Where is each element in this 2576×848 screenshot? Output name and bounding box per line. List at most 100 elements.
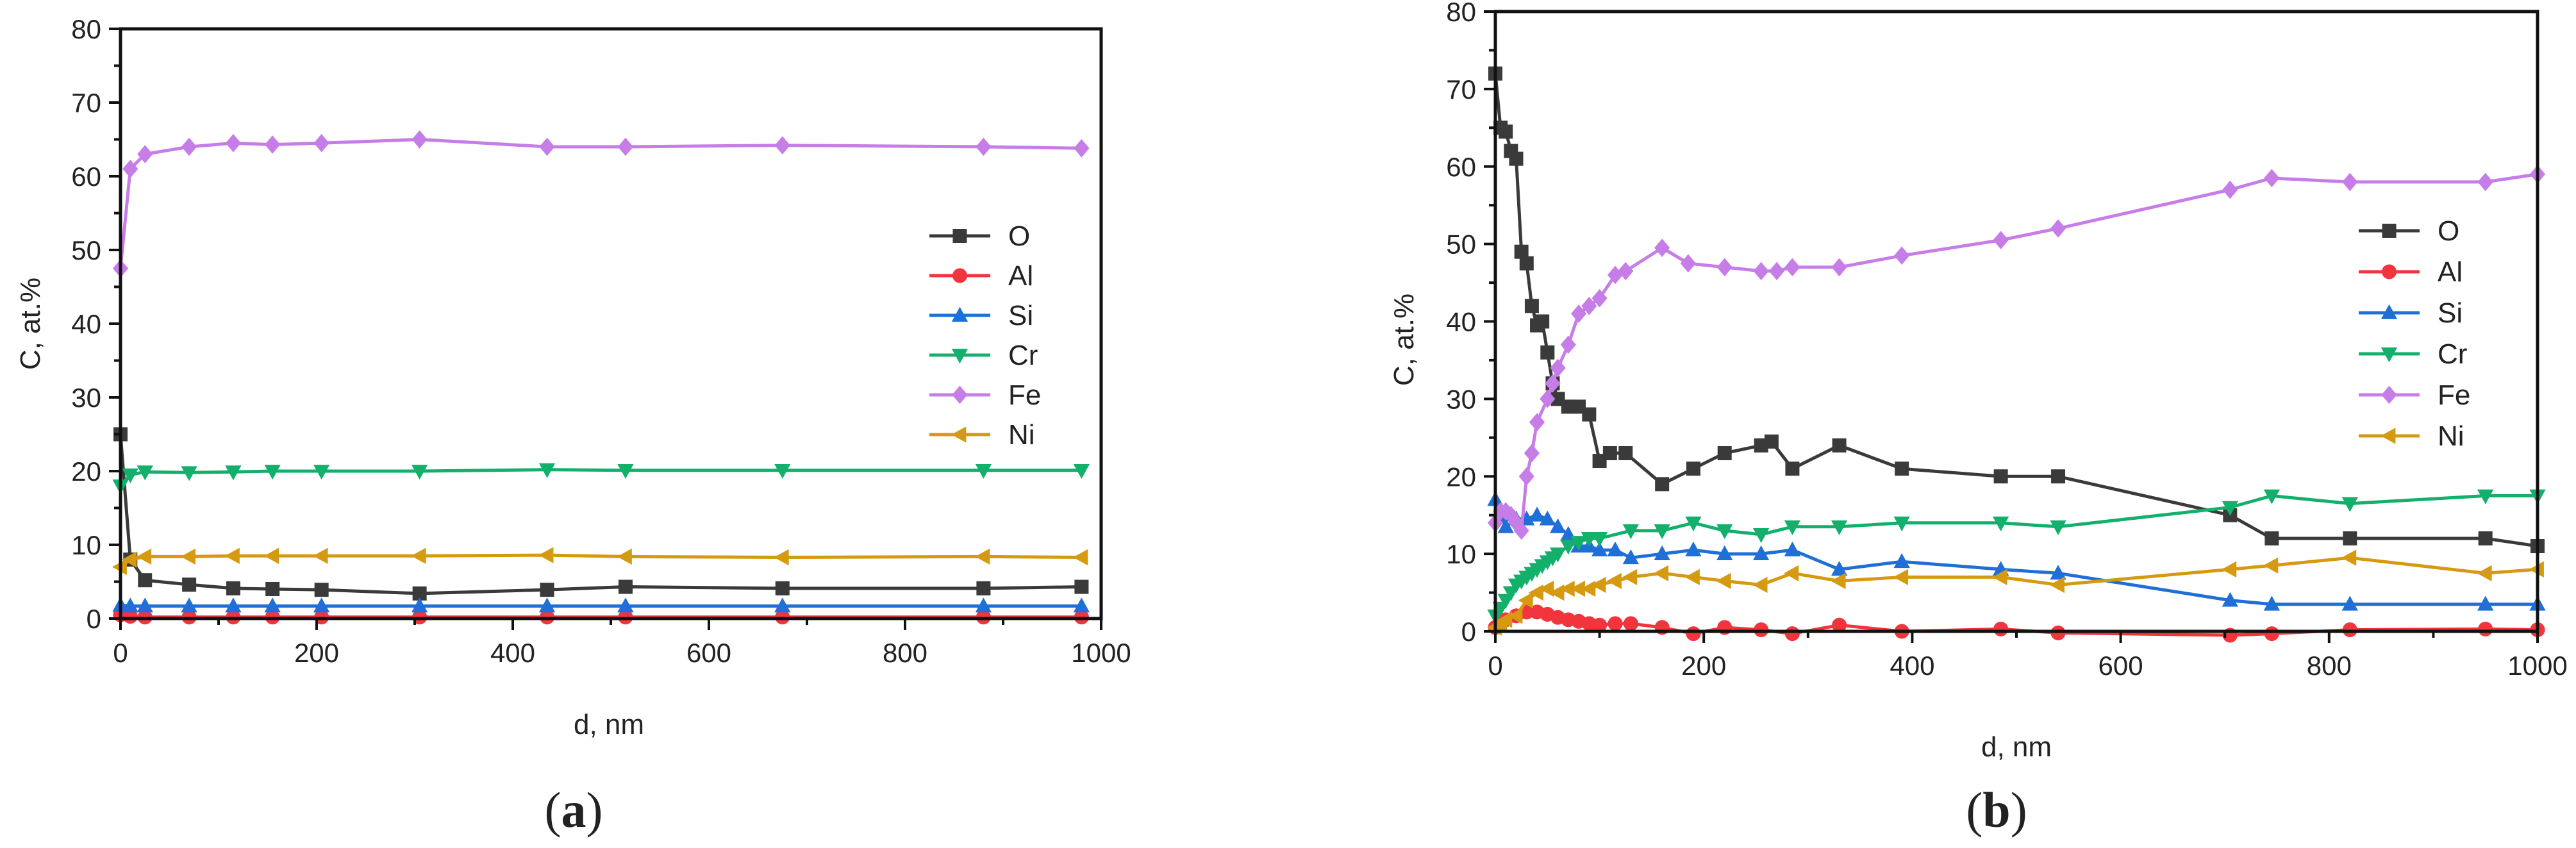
chart-b-point-cr — [1831, 520, 1848, 536]
chart-b-legend-label-o: O — [2438, 215, 2459, 247]
chart-b-point-ni — [1684, 569, 1700, 586]
chart-a-series-layer — [112, 130, 1090, 625]
chart-b-ytick-label: 50 — [1446, 229, 1476, 260]
chart-b-point-si — [1893, 553, 1910, 569]
chart-b-series-cr — [1487, 489, 2546, 625]
chart-b-point-o — [1509, 151, 1524, 166]
chart-b-point-fe — [1581, 297, 1597, 315]
chart-b-point-cr — [1685, 516, 1702, 531]
chart-b-point-ni — [1893, 569, 1909, 586]
chart-a-point-fe — [225, 133, 242, 153]
chart-b-ytick-label: 60 — [1446, 152, 1476, 182]
chart-a-point-si — [264, 597, 281, 613]
chart-b-point-fe — [1540, 390, 1556, 408]
chart-b-point-o — [1499, 124, 1513, 139]
chart-b-point-al — [1592, 617, 1608, 633]
chart-b-point-o — [2051, 469, 2066, 484]
chart-b-point-fe — [2264, 169, 2280, 188]
chart-b-point-ni — [1653, 565, 1669, 581]
chart-a-point-si — [617, 597, 634, 613]
chart-b-point-ni — [1518, 592, 1533, 609]
chart-b-point-ni — [1752, 576, 1768, 594]
chart-a-point-si — [1073, 597, 1090, 613]
chart-b-ytick-label: 0 — [1461, 617, 1476, 647]
chart-b-point-fe — [1560, 335, 1576, 354]
chart-b-point-si — [1752, 545, 1770, 561]
chart-a-point-o — [226, 581, 240, 595]
chart-b-point-fe — [1716, 258, 1733, 277]
chart-b-point-al — [2478, 621, 2493, 636]
chart-b-point-ni — [1570, 580, 1585, 597]
chart-b-point-o — [1655, 477, 1670, 492]
chart-a-ytick-label: 70 — [71, 88, 101, 118]
chart-a-legend-item-si: Si — [929, 300, 1033, 331]
chart-b-point-si — [2341, 595, 2358, 611]
chart-b-point-o — [1618, 445, 1633, 460]
chart-a-point-o — [540, 583, 554, 597]
chart-b-point-si — [2050, 565, 2066, 580]
chart-b-point-cr — [2050, 520, 2066, 536]
chart-a-line-cr — [119, 468, 1082, 487]
chart-b-point-cr — [2222, 501, 2238, 516]
caption-a: (a) — [545, 782, 603, 838]
chart-b-point-o — [1686, 461, 1700, 476]
chart-b-point-ni — [1716, 572, 1731, 590]
chart-a-point-si — [225, 597, 242, 613]
chart-b-xtick-label: 600 — [2098, 651, 2143, 681]
chart-a-point-fe — [774, 136, 790, 154]
chart-a-line-si — [120, 603, 1082, 608]
chart-b-ytick-label: 20 — [1446, 461, 1476, 492]
chart-b-point-fe — [1524, 444, 1540, 463]
chart-b-series-ni — [1486, 549, 2544, 636]
chart-b-point-si — [1607, 541, 1624, 556]
chart-b-point-o — [1535, 314, 1550, 329]
chart-b-point-si — [1529, 506, 1545, 522]
chart-a-legend-marker-cr — [951, 349, 968, 364]
chart-a-legend-label-si: Si — [1008, 300, 1033, 331]
chart-b-point-o — [1895, 461, 1909, 476]
chart-a-point-fe — [976, 137, 992, 156]
chart-b-ytick-label: 10 — [1446, 539, 1476, 569]
chart-b-series-fe — [1487, 165, 2546, 540]
chart-b-point-si — [1549, 518, 1566, 533]
chart-a-legend-marker-al — [952, 268, 968, 283]
caption-b: (b) — [1966, 782, 2027, 838]
chart-a-point-cr — [225, 465, 242, 481]
chart-a-point-ni — [313, 547, 328, 564]
chart-a-series-o — [113, 427, 1089, 601]
chart-b-point-al — [1686, 626, 1701, 642]
chart-a-xtick-label: 200 — [294, 638, 339, 668]
chart-b-point-si — [1539, 510, 1556, 526]
chart-b-point-si — [2477, 595, 2494, 611]
chart-b-point-si — [1716, 545, 1733, 561]
chart-a-point-si — [975, 597, 992, 613]
chart-b-point-al — [2264, 626, 2279, 642]
chart-b-point-ni — [1591, 576, 1606, 594]
chart-b-point-cr — [1893, 516, 1910, 531]
chart-b-point-fe — [1894, 246, 1910, 265]
chart-a-point-o — [138, 573, 153, 588]
chart-b-point-fe — [1654, 238, 1670, 257]
chart-a-xlabel: d, nm — [574, 709, 644, 740]
chart-b-legend-label-ni: Ni — [2438, 420, 2464, 452]
chart-b-point-fe — [1545, 374, 1561, 393]
chart-a-point-cr — [264, 465, 281, 480]
chart-b-point-al — [1623, 616, 1638, 631]
chart-b-point-ni — [1992, 569, 2007, 586]
chart-b-point-ni — [1622, 569, 1638, 586]
chart-b-point-fe — [1607, 265, 1624, 285]
chart-b-point-si — [1784, 541, 1801, 556]
chart-a-point-o — [1074, 579, 1089, 594]
chart-b-xlabel: d, nm — [1981, 731, 2052, 763]
chart-a-ytick-label: 50 — [71, 235, 101, 265]
chart-b-legend-item-fe: Fe — [2359, 379, 2470, 411]
chart-a-legend-label-fe: Fe — [1008, 379, 1041, 411]
chart-a-series-fe — [112, 130, 1090, 278]
chart-a-point-o — [412, 586, 427, 601]
chart-b-point-fe — [2477, 172, 2493, 192]
chart-a-point-ni — [617, 548, 632, 565]
chart-b-point-ni — [1831, 572, 1846, 590]
chart-b-legend-marker-al — [2381, 264, 2397, 279]
chart-b-point-ni — [1784, 565, 1799, 581]
